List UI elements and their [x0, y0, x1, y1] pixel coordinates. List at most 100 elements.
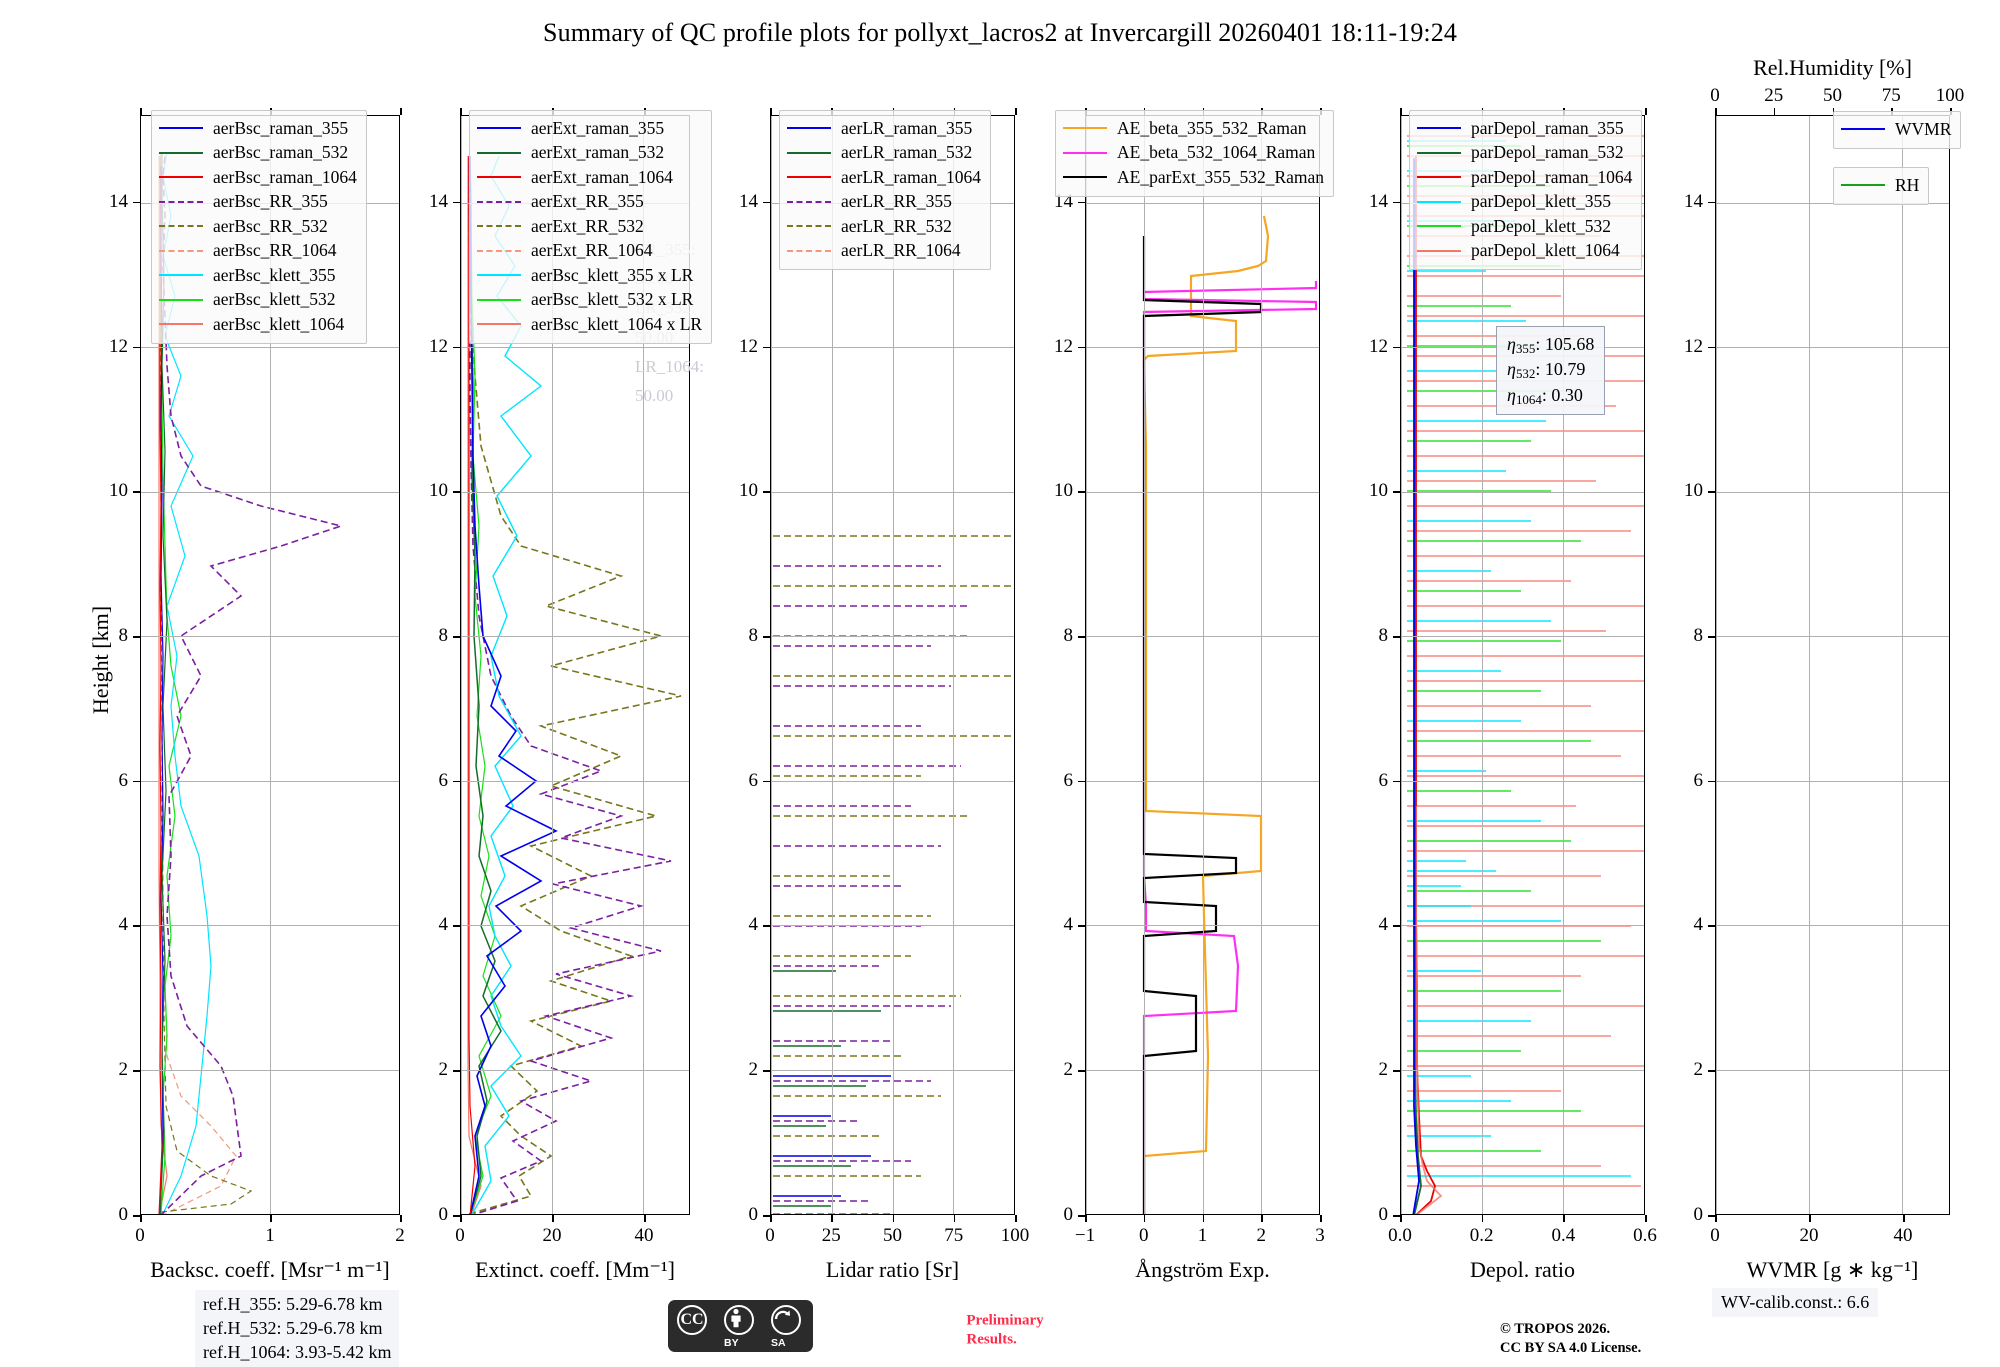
p5-ytick-12: 12: [1369, 335, 1388, 357]
legend-label: aerBsc_klett_532: [213, 289, 336, 309]
ytick-4: 4: [118, 914, 129, 936]
legend-label: aerBsc_klett_1064: [213, 313, 345, 334]
p1-xtick-2: 2: [395, 1225, 405, 1246]
plot-area-angstrom[interactable]: [1085, 115, 1320, 1215]
legend-swatch: [477, 249, 521, 252]
legend-label: AE_parExt_355_532_Raman: [1117, 166, 1325, 187]
p5-xtick-02: 0.2: [1469, 1225, 1494, 1246]
legend-label: parDepol_raman_1064: [1471, 166, 1633, 187]
legend-item: AE_beta_355_532_Raman: [1063, 116, 1324, 141]
legend-swatch: [1417, 225, 1461, 228]
p6-ytick-12: 12: [1684, 335, 1703, 357]
ytick-14: 14: [109, 190, 128, 212]
legend-angstrom[interactable]: AE_beta_355_532_Raman AE_beta_532_1064_R…: [1055, 110, 1335, 197]
p3-ytick-10: 10: [739, 480, 758, 502]
legend-depol[interactable]: parDepol_raman_355 parDepol_raman_532 pa…: [1409, 110, 1643, 270]
legend-swatch: [159, 323, 203, 326]
legend-item: aerExt_RR_1064: [477, 239, 702, 264]
lr-1064-note: LR_1064: 50.00: [635, 356, 704, 406]
legend-item: aerBsc_klett_1064: [159, 312, 357, 337]
legend-label: aerExt_RR_532: [531, 215, 644, 236]
plot-area-wvmr[interactable]: [1715, 115, 1950, 1215]
p3-axis-title: Lidar ratio [Sr]: [825, 1257, 960, 1282]
p4-axis-title: Ångström Exp.: [1135, 1257, 1270, 1282]
legend-label: RH: [1895, 174, 1920, 195]
legend-wvmr[interactable]: WVMR: [1833, 111, 1962, 149]
rh-tick-50: 50: [1823, 85, 1842, 106]
p6-ytick-14: 14: [1684, 190, 1703, 212]
rh-tick-100: 100: [1935, 85, 1965, 106]
p3-xtick-50: 50: [883, 1225, 902, 1246]
plot-area-depol[interactable]: [1400, 115, 1645, 1215]
cc-license-badge[interactable]: CC BY SA: [668, 1300, 813, 1352]
eta-annotation-box: η355: 105.68 η532: 10.79 η1064: 0.30: [1496, 326, 1606, 415]
backscatter-curves: [158, 151, 344, 1214]
p5-ytick-0: 0: [1378, 1204, 1389, 1225]
wv-calib-box: WV-calib.const.: 6.6: [1712, 1288, 1879, 1317]
eta-532-value: 10.79: [1544, 359, 1586, 380]
legend-label: aerExt_raman_532: [531, 142, 665, 162]
legend-label: aerBsc_raman_355: [213, 117, 349, 138]
legend-item: aerLR_RR_1064: [787, 239, 981, 264]
legend-swatch: [477, 176, 521, 179]
eta-symbol: η: [1507, 334, 1516, 354]
y-axis-label: Height [km]: [88, 605, 113, 715]
legend-swatch: [1417, 176, 1461, 179]
eta-532-row: η532: 10.79: [1507, 359, 1586, 382]
p4-ytick-10: 10: [1054, 480, 1073, 502]
copyright-note: © TROPOS 2026. CC BY SA 4.0 License.: [1500, 1320, 1641, 1358]
cc-badge-bottom: BY SA: [668, 1336, 813, 1352]
p5-ytick-4: 4: [1378, 914, 1389, 936]
legend-swatch: [787, 127, 831, 130]
ytick-8: 8: [118, 625, 129, 647]
p4-ytick-6: 6: [1063, 769, 1074, 791]
eta-355-value: 105.68: [1544, 334, 1595, 354]
legend-item: aerBsc_RR_1064: [159, 239, 357, 264]
legend-swatch: [1063, 176, 1107, 179]
legend-swatch: [477, 151, 521, 154]
legend-item: aerBsc_klett_532 x LR: [477, 288, 702, 313]
legend-item: parDepol_klett_355: [1417, 190, 1632, 215]
legend-item: aerExt_RR_532: [477, 214, 702, 239]
legend-swatch: [477, 200, 521, 203]
p6-ytick-6: 6: [1693, 769, 1704, 791]
p3-xtick-75: 75: [944, 1225, 964, 1246]
rh-tick-0: 0: [1710, 85, 1720, 106]
legend-lidar-ratio[interactable]: aerLR_raman_355 aerLR_raman_532 aerLR_ra…: [779, 110, 991, 270]
legend-item: aerBsc_klett_1064 x LR: [477, 312, 702, 337]
legend-item: aerLR_RR_532: [787, 214, 981, 239]
legend-item: aerBsc_klett_355: [159, 263, 357, 288]
ytick-10: 10: [109, 480, 128, 502]
p3-ytick-0: 0: [748, 1204, 759, 1225]
legend-label: aerExt_raman_1064: [531, 166, 673, 187]
legend-item: aerExt_raman_532: [477, 141, 702, 166]
legend-rh[interactable]: RH: [1833, 167, 1930, 205]
cc-by-label: BY: [724, 1337, 739, 1349]
by-person-icon: [724, 1305, 754, 1335]
p5-ytick-6: 6: [1378, 769, 1389, 791]
p3-ytick-12: 12: [739, 335, 758, 357]
p4-xtick-3: 3: [1315, 1225, 1325, 1246]
legend-item: aerBsc_klett_532: [159, 288, 357, 313]
legend-backscatter[interactable]: aerBsc_raman_355 aerBsc_raman_532 aerBsc…: [151, 110, 367, 344]
legend-item: AE_parExt_355_532_Raman: [1063, 165, 1324, 190]
legend-label: aerLR_RR_355: [841, 191, 952, 211]
legend-swatch: [159, 298, 203, 301]
p6-axis-title: WVMR [g ∗ kg⁻¹]: [1746, 1257, 1919, 1282]
panel-depol: 0 2 4 6 8 10 12 14 0.0 0.2 0.4 0.6 Depol…: [1369, 108, 1657, 1282]
depol-curves: [1407, 135, 1644, 1214]
legend-extinction[interactable]: aerExt_raman_355 aerExt_raman_532 aerExt…: [469, 110, 713, 344]
p1-xtick-0: 0: [135, 1225, 145, 1246]
legend-label: aerLR_RR_532: [841, 215, 952, 236]
legend-label: aerBsc_klett_355: [213, 264, 336, 285]
legend-item: aerBsc_RR_355: [159, 190, 357, 215]
p2-ytick-6: 6: [438, 769, 449, 791]
p1-axis-title: Backsc. coeff. [Msr⁻¹ m⁻¹]: [150, 1257, 390, 1282]
plot-area-lidar-ratio[interactable]: [770, 115, 1015, 1215]
legend-swatch: [159, 249, 203, 252]
legend-swatch: [1417, 151, 1461, 154]
legend-label: aerBsc_RR_532: [213, 215, 328, 236]
eta-symbol: η: [1507, 359, 1516, 380]
legend-item: aerExt_RR_355: [477, 190, 702, 215]
p5-xtick-04: 0.4: [1551, 1225, 1576, 1246]
